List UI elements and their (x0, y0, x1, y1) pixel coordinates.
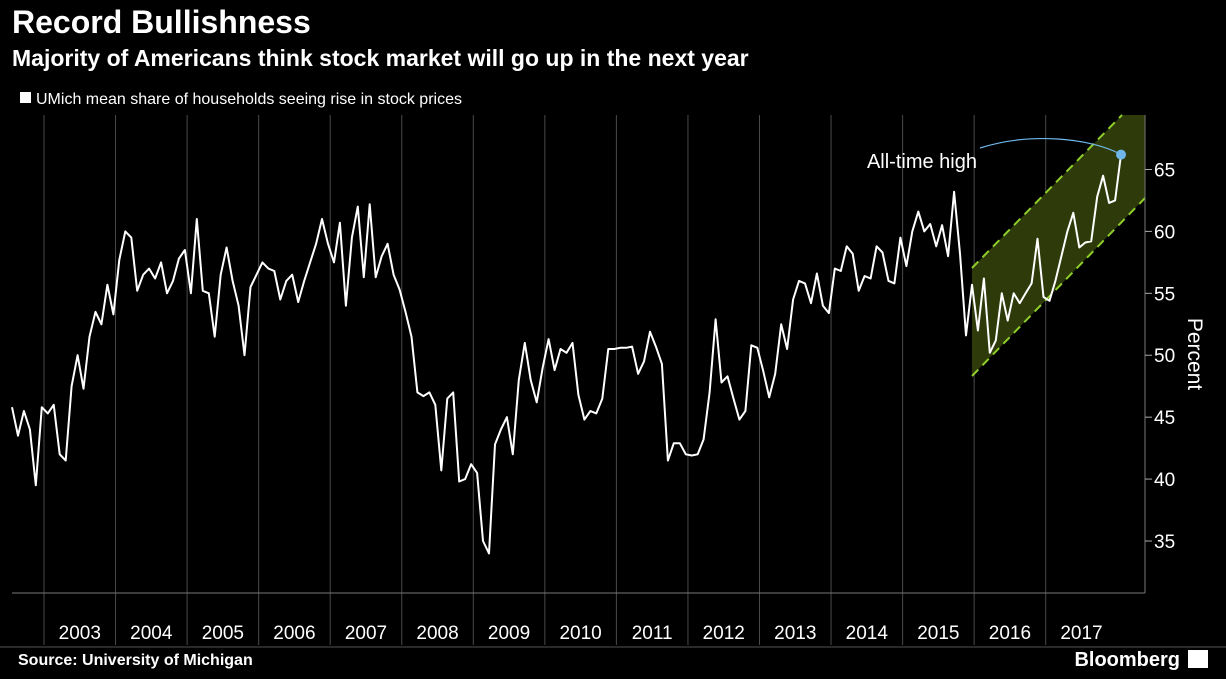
channel-lower (971, 197, 1146, 377)
x-tick-label: 2007 (345, 623, 387, 644)
x-tick-label: 2015 (917, 623, 959, 644)
x-tick-label: 2009 (488, 623, 530, 644)
x-tick-label: 2014 (846, 623, 889, 644)
chart-subtitle: Majority of Americans think stock market… (12, 45, 749, 71)
source: Source: University of Michigan (18, 652, 253, 669)
x-tick-label: 2013 (774, 623, 816, 644)
brand-icon (1188, 650, 1208, 668)
x-tick-label: 2012 (703, 623, 745, 644)
y-tick-label: 55 (1154, 284, 1175, 305)
y-tick-label: 40 (1154, 470, 1175, 491)
x-tick-label: 2003 (59, 623, 101, 644)
legend-swatch (20, 92, 31, 103)
x-tick-label: 2010 (559, 623, 601, 644)
x-tick-label: 2017 (1060, 623, 1102, 644)
legend-label: UMich mean share of households seeing ri… (36, 91, 462, 108)
annotation-arrow (979, 138, 1121, 155)
x-tick-label: 2008 (416, 623, 458, 644)
y-tick-label: 65 (1154, 160, 1175, 181)
series-line (11, 154, 1122, 555)
x-tick-label: 2006 (273, 623, 315, 644)
y-tick-label: 35 (1154, 532, 1175, 553)
x-tick-label: 2016 (989, 623, 1031, 644)
brand: Bloomberg (1074, 649, 1180, 671)
y-tick-label: 45 (1154, 408, 1175, 429)
y-tick-label: 60 (1154, 222, 1175, 243)
y-tick-label: 50 (1154, 346, 1175, 367)
x-tick-label: 2005 (202, 623, 244, 644)
channel-upper (971, 114, 1123, 269)
annotation: All-time high (867, 151, 977, 173)
chart-title: Record Bullishness (12, 4, 311, 40)
x-tick-label: 2011 (632, 623, 673, 644)
high-marker (1116, 149, 1127, 160)
x-tick-label: 2004 (130, 623, 173, 644)
y-axis-label: Percent (1183, 318, 1206, 391)
